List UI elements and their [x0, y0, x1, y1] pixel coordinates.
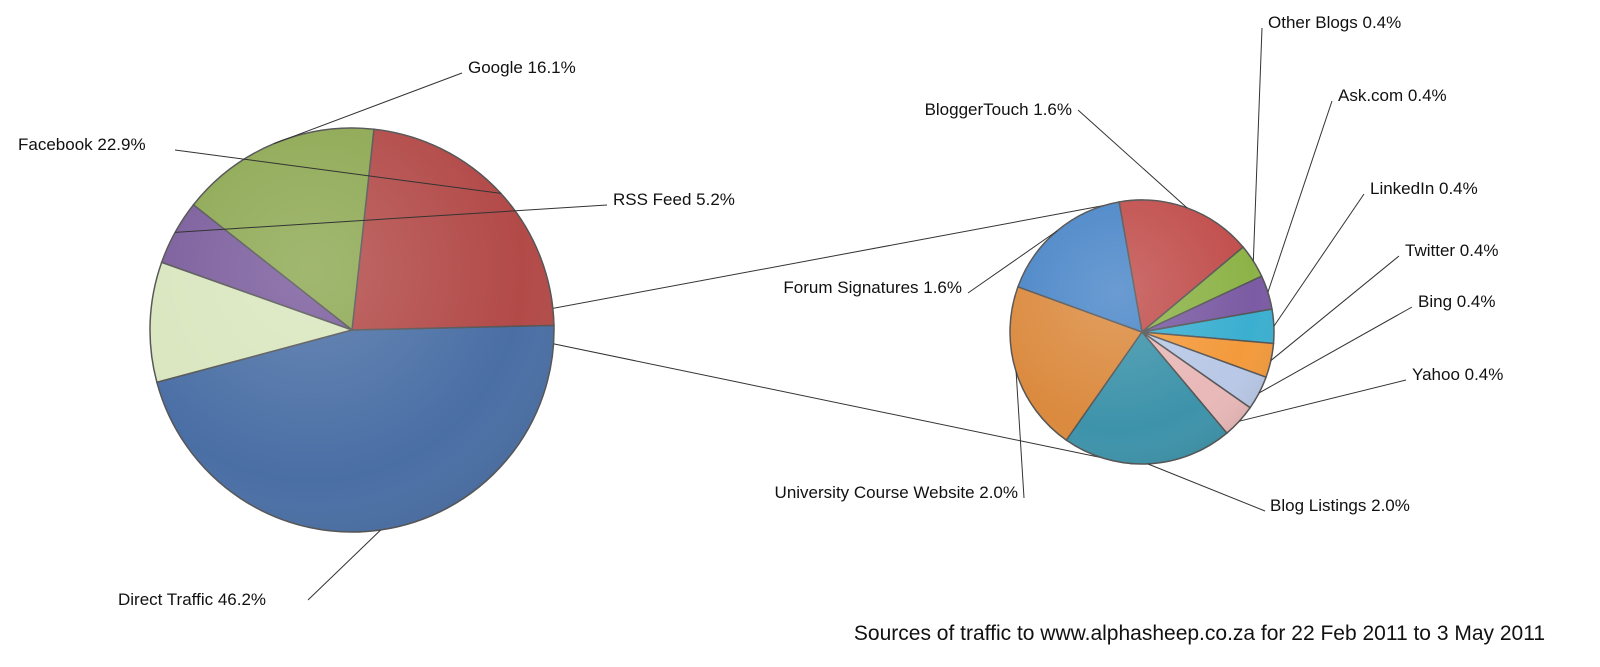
secondary-pie-slice-label: LinkedIn 0.4% — [1370, 179, 1478, 198]
secondary-pie-leader-line — [1270, 255, 1400, 361]
secondary-pie-slice-label: Ask.com 0.4% — [1338, 86, 1447, 105]
secondary-pie-slice-label: Yahoo 0.4% — [1412, 365, 1503, 384]
chart-caption: Sources of traffic to www.alphasheep.co.… — [854, 622, 1545, 645]
secondary-pie-shading — [1010, 200, 1274, 464]
leader-lines — [174, 27, 1413, 601]
secondary-pie-leader-line — [1077, 109, 1188, 209]
secondary-pie-leader-line — [1239, 379, 1407, 422]
secondary-pie-slice-label: Forum Signatures 1.6% — [783, 278, 962, 297]
main-pie-leader-line — [174, 149, 501, 194]
secondary-pie-slice-label: Twitter 0.4% — [1405, 241, 1499, 260]
main-pie-slice-label: Google 16.1% — [468, 58, 576, 77]
secondary-pie-leader-line — [1015, 371, 1025, 499]
secondary-pie-leader-line — [967, 230, 1058, 294]
secondary-pie-leader-line — [1252, 27, 1263, 262]
secondary-pie — [1009, 199, 1275, 465]
slice-labels: Direct Traffic 46.2% Facebook 22.9% Google… — [18, 13, 1503, 609]
main-pie-slice-label: RSS Feed 5.2% — [613, 190, 735, 209]
main-pie — [149, 127, 555, 533]
main-pie-leader-line — [273, 72, 463, 145]
main-pie-slice-label: Facebook 22.9% — [18, 135, 146, 154]
main-pie-leader-line — [307, 529, 382, 601]
secondary-pie-slice-label: University Course Website 2.0% — [775, 483, 1018, 502]
main-pie-shading — [150, 128, 554, 532]
secondary-pie-slice-label: BloggerTouch 1.6% — [925, 100, 1072, 119]
secondary-pie-leader-line — [1147, 463, 1266, 512]
secondary-pie-leader-line — [1273, 193, 1365, 327]
secondary-pie-slice-label: Blog Listings 2.0% — [1270, 496, 1410, 515]
main-pie-slice-label: Direct Traffic 46.2% — [118, 590, 266, 609]
secondary-pie-slice-label: Other Blogs 0.4% — [1268, 13, 1401, 32]
secondary-pie-leader-line — [1267, 100, 1333, 293]
secondary-pie-leader-line — [1258, 306, 1413, 394]
secondary-pie-slice-label: Bing 0.4% — [1418, 292, 1496, 311]
main-pie-leader-line — [175, 204, 608, 233]
